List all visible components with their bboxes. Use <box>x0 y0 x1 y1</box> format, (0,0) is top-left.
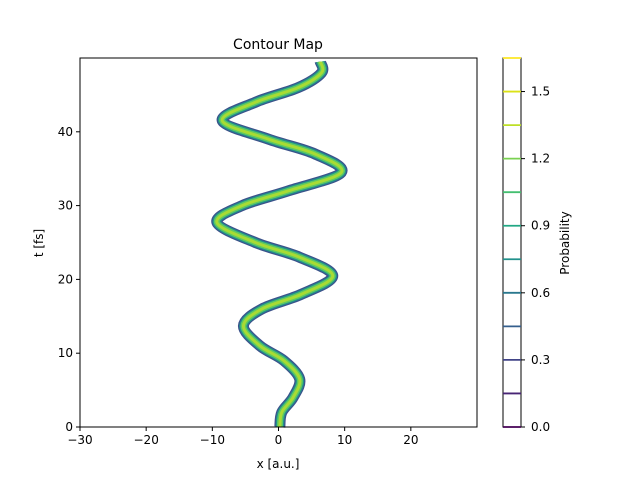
colorbar-tick-label: 0.6 <box>531 286 550 300</box>
colorbar-tick-label: 0.3 <box>531 353 550 367</box>
contour-mid <box>212 60 347 428</box>
x-axis-label: x [a.u.] <box>257 457 300 471</box>
plot-area <box>79 57 478 428</box>
colorbar-tick-label: 0.0 <box>531 420 550 434</box>
contour-outer <box>211 59 348 428</box>
y-tick-label: 40 <box>58 125 73 139</box>
colorbar-frame <box>502 57 522 428</box>
plot-frame <box>79 57 478 428</box>
contour-core <box>215 61 344 428</box>
y-tick-label: 30 <box>58 199 73 213</box>
colorbar-tick-label: 1.5 <box>531 85 550 99</box>
y-axis-label: t [fs] <box>32 229 46 257</box>
x-tick-label: −30 <box>67 433 92 447</box>
colorbar-tick-label: 1.2 <box>531 152 550 166</box>
x-tick-label: 20 <box>403 433 418 447</box>
y-tick-label: 20 <box>58 272 73 286</box>
colorbar: 0.0 0.3 0.6 0.9 1.2 1.5 <box>502 57 550 434</box>
x-tick-label: 0 <box>275 433 283 447</box>
contour-inner <box>213 60 345 428</box>
x-axis: −30 −20 −10 0 10 20 <box>67 427 418 447</box>
y-axis: 0 10 20 30 40 <box>58 125 80 434</box>
chart-title: Contour Map <box>233 37 323 53</box>
x-tick-label: 10 <box>337 433 352 447</box>
x-tick-label: −10 <box>200 433 225 447</box>
x-tick-label: −20 <box>134 433 159 447</box>
y-tick-label: 10 <box>58 346 73 360</box>
y-tick-label: 0 <box>65 420 73 434</box>
colorbar-label: Probability <box>558 211 572 274</box>
colorbar-tick-label: 0.9 <box>531 219 550 233</box>
